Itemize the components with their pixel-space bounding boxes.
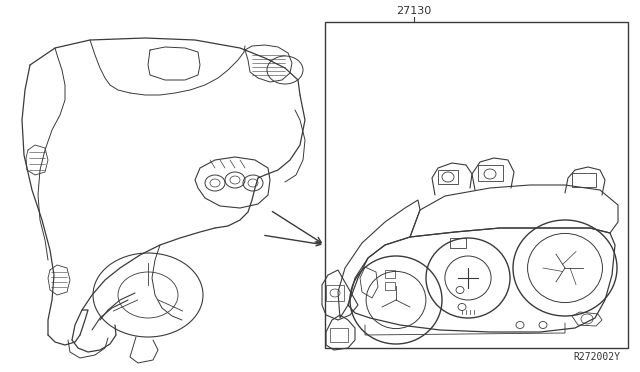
Text: 27130: 27130 bbox=[396, 6, 431, 16]
Bar bbox=[326, 285, 344, 301]
Bar bbox=[325, 22, 628, 348]
Bar bbox=[478, 165, 503, 181]
Bar bbox=[572, 173, 596, 187]
Bar bbox=[385, 270, 395, 278]
Text: R272002Y: R272002Y bbox=[573, 352, 620, 362]
Bar bbox=[450, 238, 466, 248]
Bar bbox=[385, 282, 395, 290]
Bar bbox=[330, 328, 348, 342]
Bar bbox=[438, 170, 458, 184]
